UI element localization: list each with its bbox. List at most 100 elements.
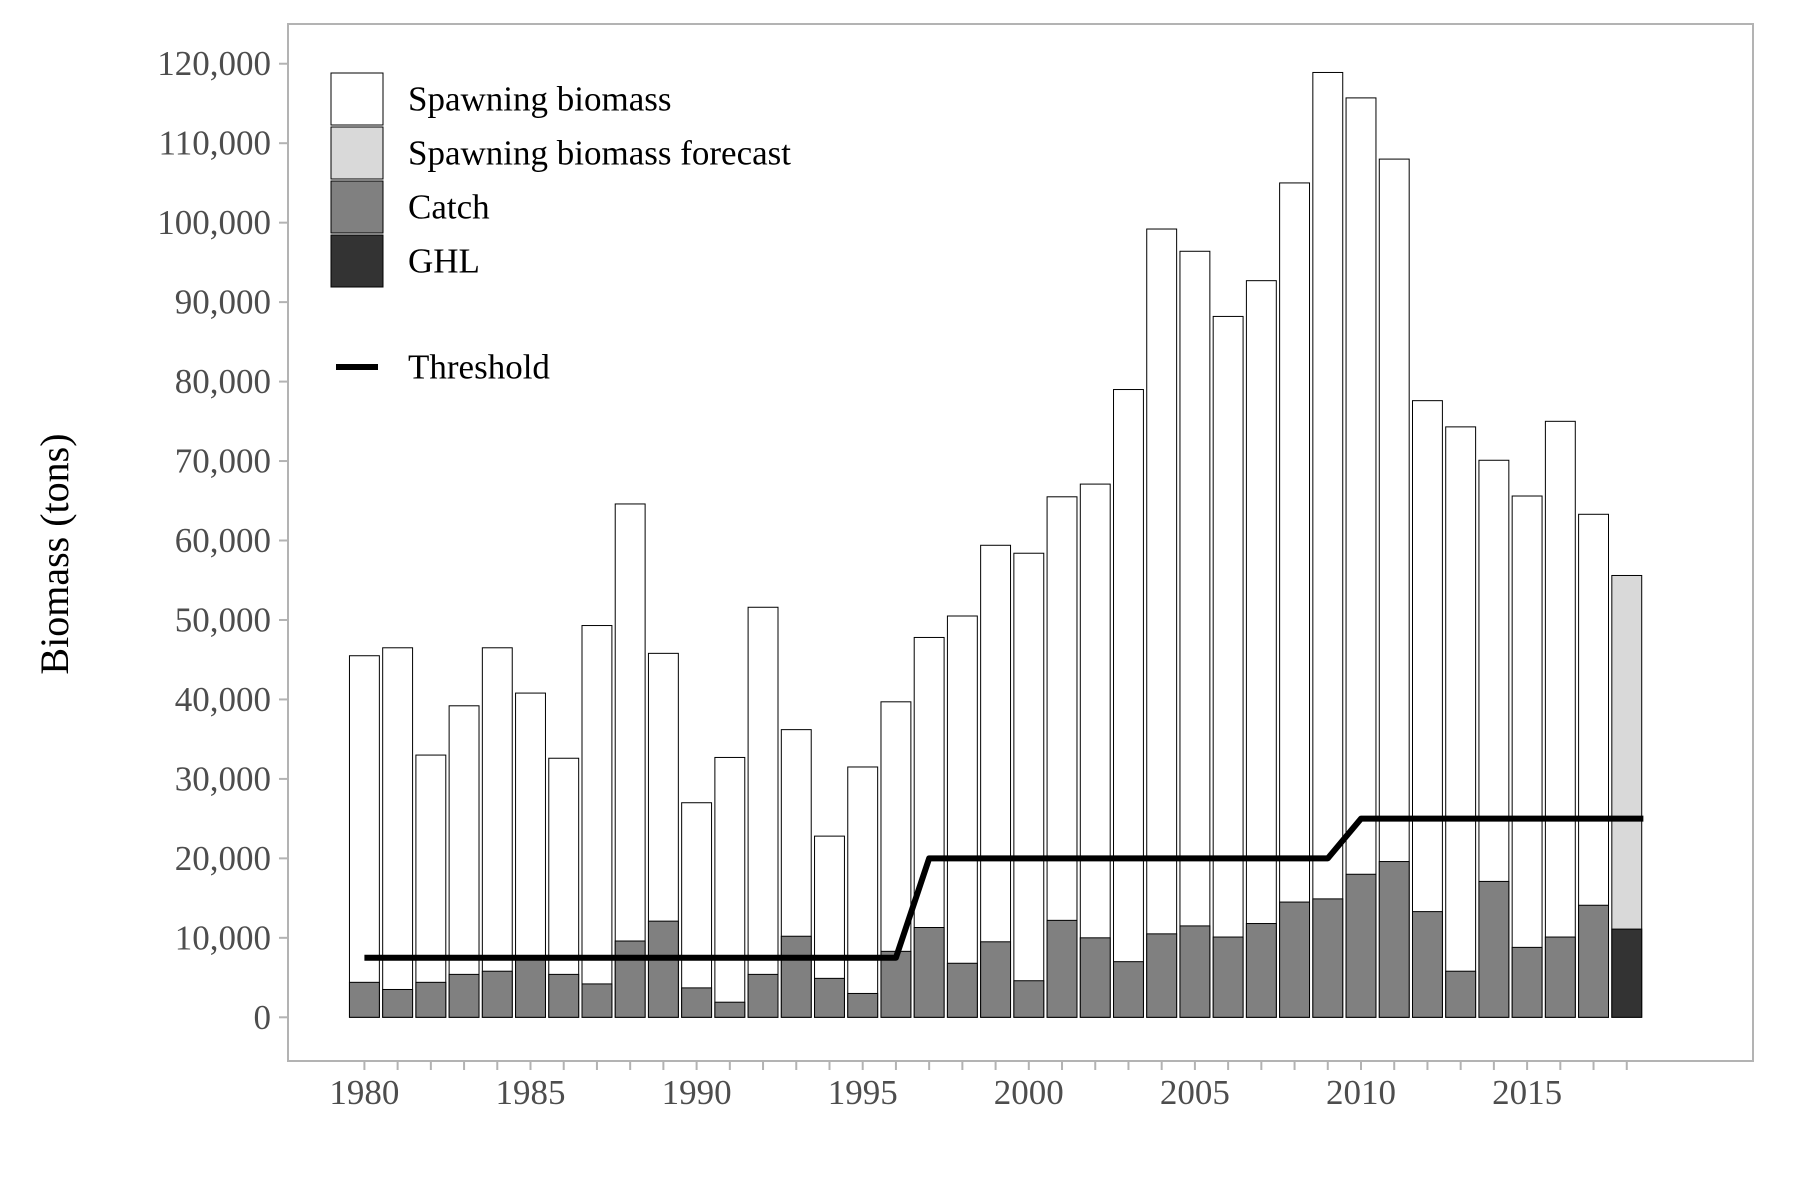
threshold-layer	[364, 815, 1644, 961]
catch-bar-1997	[913, 927, 945, 1018]
x-tick-label: 1995	[828, 1073, 898, 1112]
y-tick-label: 40,000	[175, 680, 271, 719]
spawning-biomass-bar-1983	[448, 705, 480, 1018]
legend-label-spawning-biomass-forecast: Spawning biomass forecast	[408, 134, 791, 173]
catch-bar-1993	[780, 935, 812, 1018]
catch-bar-1992	[747, 973, 779, 1018]
y-axis: 0 10,000 20,000 30,000 40,000 50,000 60,000 70,…	[157, 44, 288, 1037]
y-tick-label: 10,000	[175, 918, 271, 957]
legend: Spawning biomass Spawning biomass forecas…	[330, 72, 791, 387]
catch-bar-2003	[1113, 961, 1144, 1018]
spawning-biomass-bar-2006	[1212, 315, 1244, 1018]
spawning-biomass-bar-1990	[681, 802, 713, 1018]
catch-bar-1987	[581, 983, 613, 1018]
spawning-biomass-bar-1999	[980, 544, 1012, 1018]
y-tick-label: 50,000	[175, 600, 271, 639]
spawning-biomass-bar-2016	[1544, 420, 1576, 1018]
catch-bar-1980	[348, 981, 380, 1018]
catch-bar-1994	[814, 977, 845, 1018]
catch-bar-2016	[1544, 936, 1576, 1018]
ghl-bar-2018	[1611, 928, 1643, 1018]
catch-bar-1995	[847, 992, 879, 1018]
spawning-biomass-bar-1980	[348, 655, 380, 1018]
x-tick-label: 2000	[994, 1073, 1064, 1112]
catch-bar-2017	[1578, 904, 1609, 1018]
y-tick-label: 70,000	[175, 442, 271, 481]
spawning-biomass-bar-1987	[581, 625, 613, 1018]
catch-bar-2014	[1478, 880, 1510, 1018]
y-tick-label: 20,000	[175, 839, 271, 878]
catch-bar-2005	[1179, 925, 1211, 1018]
catch-bar-2002	[1079, 937, 1111, 1018]
catch-bar-2009	[1312, 898, 1344, 1018]
x-tick-label: 1990	[662, 1073, 732, 1112]
legend-key-spawning-biomass	[330, 72, 384, 126]
plot-panel-border	[287, 23, 1754, 1062]
catch-bar-1985	[515, 958, 546, 1018]
y-tick-label: 0	[254, 998, 272, 1037]
x-tick-label: 1980	[329, 1073, 399, 1112]
catch-bar-1991	[714, 1001, 746, 1018]
spawning-biomass-bar-2002	[1079, 483, 1111, 1018]
catch-bar-2010	[1345, 873, 1377, 1018]
x-tick-label: 2005	[1160, 1073, 1230, 1112]
catch-bar-1989	[647, 920, 679, 1018]
catch-bar-1982	[415, 981, 447, 1018]
spawning-biomass-bar-2004	[1146, 228, 1178, 1018]
catch-bar-2006	[1212, 936, 1244, 1018]
legend-label-ghl: GHL	[408, 242, 480, 281]
x-tick-label: 2010	[1326, 1073, 1396, 1112]
spawning-biomass-bar-2003	[1113, 389, 1144, 1018]
y-tick-label: 80,000	[175, 362, 271, 401]
legend-key-spawning-biomass-forecast	[330, 126, 384, 180]
y-tick-label: 60,000	[175, 521, 271, 560]
spawning-biomass-bar-1991	[714, 756, 746, 1018]
spawning-biomass-bar-2000	[1013, 552, 1045, 1018]
catch-bar-1998	[946, 962, 978, 1018]
legend-label-threshold: Threshold	[408, 348, 550, 387]
catch-bar-2015	[1511, 946, 1543, 1018]
y-tick-label: 100,000	[157, 203, 271, 242]
spawning-biomass-bar-2009	[1312, 71, 1344, 1018]
catch-bar-2001	[1046, 919, 1078, 1018]
spawning-biomass-bar-2013	[1445, 426, 1477, 1018]
catch-bar-2007	[1245, 923, 1277, 1018]
y-axis-title: Biomass (tons)	[32, 433, 77, 674]
catch-bar-2013	[1445, 970, 1477, 1018]
x-axis: 1980 1985 1990 1995 2000 2005 2010 2015	[329, 1061, 1628, 1112]
catch-bar-2012	[1412, 911, 1443, 1018]
spawning-biomass-bar-1984	[481, 647, 513, 1018]
catch-bar-2008	[1279, 901, 1311, 1018]
x-tick-label: 2015	[1492, 1073, 1562, 1112]
spawning-biomass-bar-2007	[1245, 280, 1277, 1018]
catch-bar-1999	[980, 941, 1012, 1018]
legend-key-ghl	[330, 234, 384, 288]
catch-bar-2004	[1146, 933, 1178, 1018]
catch-bar-1984	[481, 970, 513, 1018]
catch-bar-1986	[548, 973, 580, 1018]
spawning-biomass-bar-1998	[946, 615, 978, 1018]
catch-bar-1981	[382, 988, 414, 1018]
spawning-biomass-bar-2005	[1179, 250, 1211, 1018]
spawning-biomass-bar-2008	[1279, 182, 1311, 1018]
bars-layer	[348, 71, 1643, 1018]
spawning-biomass-bar-1982	[415, 754, 447, 1018]
legend-key-catch	[330, 180, 384, 234]
y-tick-label: 30,000	[175, 759, 271, 798]
legend-label-catch: Catch	[408, 188, 490, 227]
catch-bar-1988	[614, 940, 646, 1018]
catch-bar-1983	[448, 973, 480, 1018]
legend-label-spawning-biomass: Spawning biomass	[408, 80, 671, 119]
catch-bar-2011	[1378, 861, 1410, 1018]
threshold-line	[364, 815, 1644, 961]
spawning-biomass-bar-2015	[1511, 495, 1543, 1018]
spawning-biomass-bar-1981	[382, 647, 414, 1018]
catch-bar-2000	[1013, 980, 1045, 1018]
y-tick-label: 110,000	[159, 124, 271, 163]
spawning-biomass-bar-2010	[1345, 97, 1377, 1018]
spawning-biomass-bar-1988	[614, 503, 646, 1018]
catch-bar-1996	[880, 950, 912, 1018]
catch-bar-1990	[681, 987, 713, 1018]
spawning-biomass-bar-1995	[847, 766, 879, 1018]
